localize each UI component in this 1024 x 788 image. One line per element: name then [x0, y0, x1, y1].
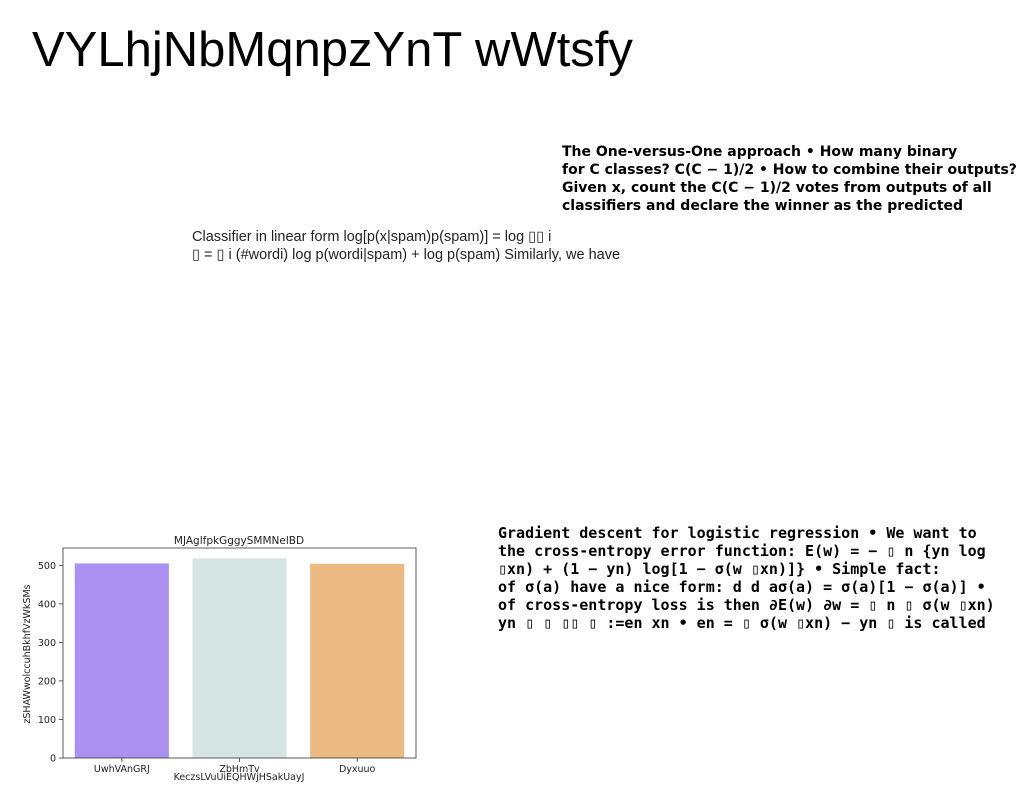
bar-UwhVAnGRJ — [74, 563, 169, 758]
one-versus-one-text-block: The One-versus-One approach • How many b… — [562, 143, 1024, 215]
bar-Dyxuuo — [310, 563, 405, 758]
text-line: Given x, count the C(C − 1)/2 votes from… — [562, 180, 992, 196]
y-tick-label: 100 — [38, 715, 56, 726]
y-tick-label: 400 — [38, 599, 56, 610]
y-axis-label: zSHAWwolccuhBkhfVzWkSMs — [22, 584, 33, 723]
text-line: of σ(a) have a nice form: d d aσ(a) = σ(… — [498, 578, 986, 596]
page-title: VYLhjNbMqnpzYnT wWtsfy — [32, 23, 633, 77]
bar-chart: MJAglfpkGggySMMNelBD zSHAWwolccuhBkhfVzW… — [18, 530, 428, 788]
text-line: ▯xn) + (1 − yn) log[1 − σ(w ▯xn)]} • Sim… — [498, 560, 941, 578]
y-tick-label: 0 — [50, 754, 56, 765]
y-tick-label: 500 — [38, 561, 56, 572]
x-tick-label: Dyxuuo — [339, 764, 376, 775]
y-tick-label: 200 — [38, 676, 56, 687]
gradient-descent-text-block: Gradient descent for logistic regression… — [498, 524, 1024, 632]
text-line: for C classes? C(C − 1)/2 • How to combi… — [562, 162, 1017, 178]
bar-ZbHmTv — [192, 558, 287, 758]
plot-frame — [62, 547, 417, 759]
text-line: ▯ = ▯ i (#wordi) log p(wordi|spam) + log… — [192, 247, 621, 263]
chart-title: MJAglfpkGggySMMNelBD — [174, 535, 304, 547]
text-line: Gradient descent for logistic regression… — [498, 524, 977, 542]
text-line: The One-versus-One approach • How many b… — [562, 144, 958, 160]
text-line: of cross-entropy loss is then ∂E(w) ∂w =… — [498, 596, 995, 614]
x-tick-label: ZbHmTv — [219, 764, 260, 775]
linear-classifier-text-block: Classifier in linear form log[p(x|spam)p… — [192, 228, 792, 264]
y-tick-label: 300 — [38, 638, 56, 649]
x-tick-label: UwhVAnGRJ — [94, 764, 150, 775]
bar-chart-svg: MJAglfpkGggySMMNelBD zSHAWwolccuhBkhfVzW… — [22, 535, 417, 783]
text-line: classifiers and declare the winner as th… — [562, 198, 964, 214]
x-axis-label: KeczsLVuUiEQHWjHSakUayJ — [174, 772, 305, 783]
text-line: yn ▯ ▯ ▯▯ ▯ :=en xn • en = ▯ σ(w ▯xn) − … — [498, 614, 986, 632]
text-line: the cross-entropy error function: E(w) =… — [498, 542, 986, 560]
text-line: Classifier in linear form log[p(x|spam)p… — [192, 229, 552, 245]
